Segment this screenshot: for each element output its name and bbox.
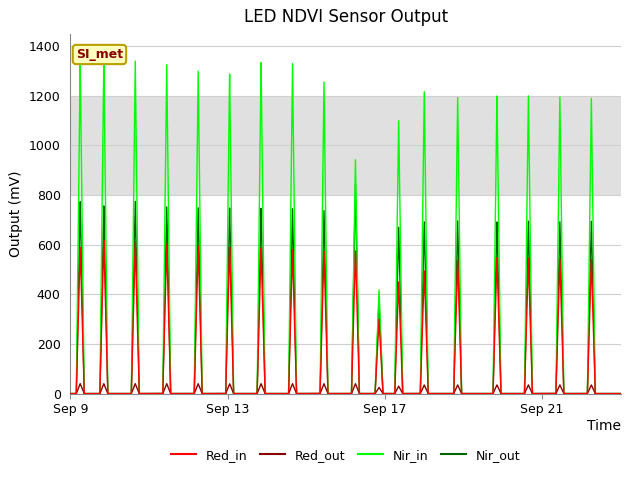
Text: SI_met: SI_met bbox=[76, 48, 123, 61]
Bar bbox=[70, 96, 621, 195]
Text: Time: Time bbox=[587, 419, 621, 433]
Title: LED NDVI Sensor Output: LED NDVI Sensor Output bbox=[244, 9, 447, 26]
Legend: Red_in, Red_out, Nir_in, Nir_out: Red_in, Red_out, Nir_in, Nir_out bbox=[166, 444, 525, 467]
Y-axis label: Output (mV): Output (mV) bbox=[9, 170, 23, 257]
